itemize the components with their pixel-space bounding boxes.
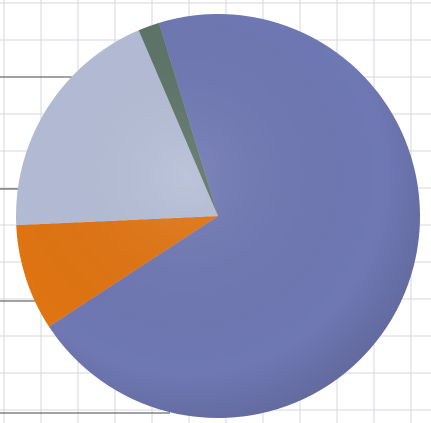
pie-slices: [16, 14, 420, 419]
